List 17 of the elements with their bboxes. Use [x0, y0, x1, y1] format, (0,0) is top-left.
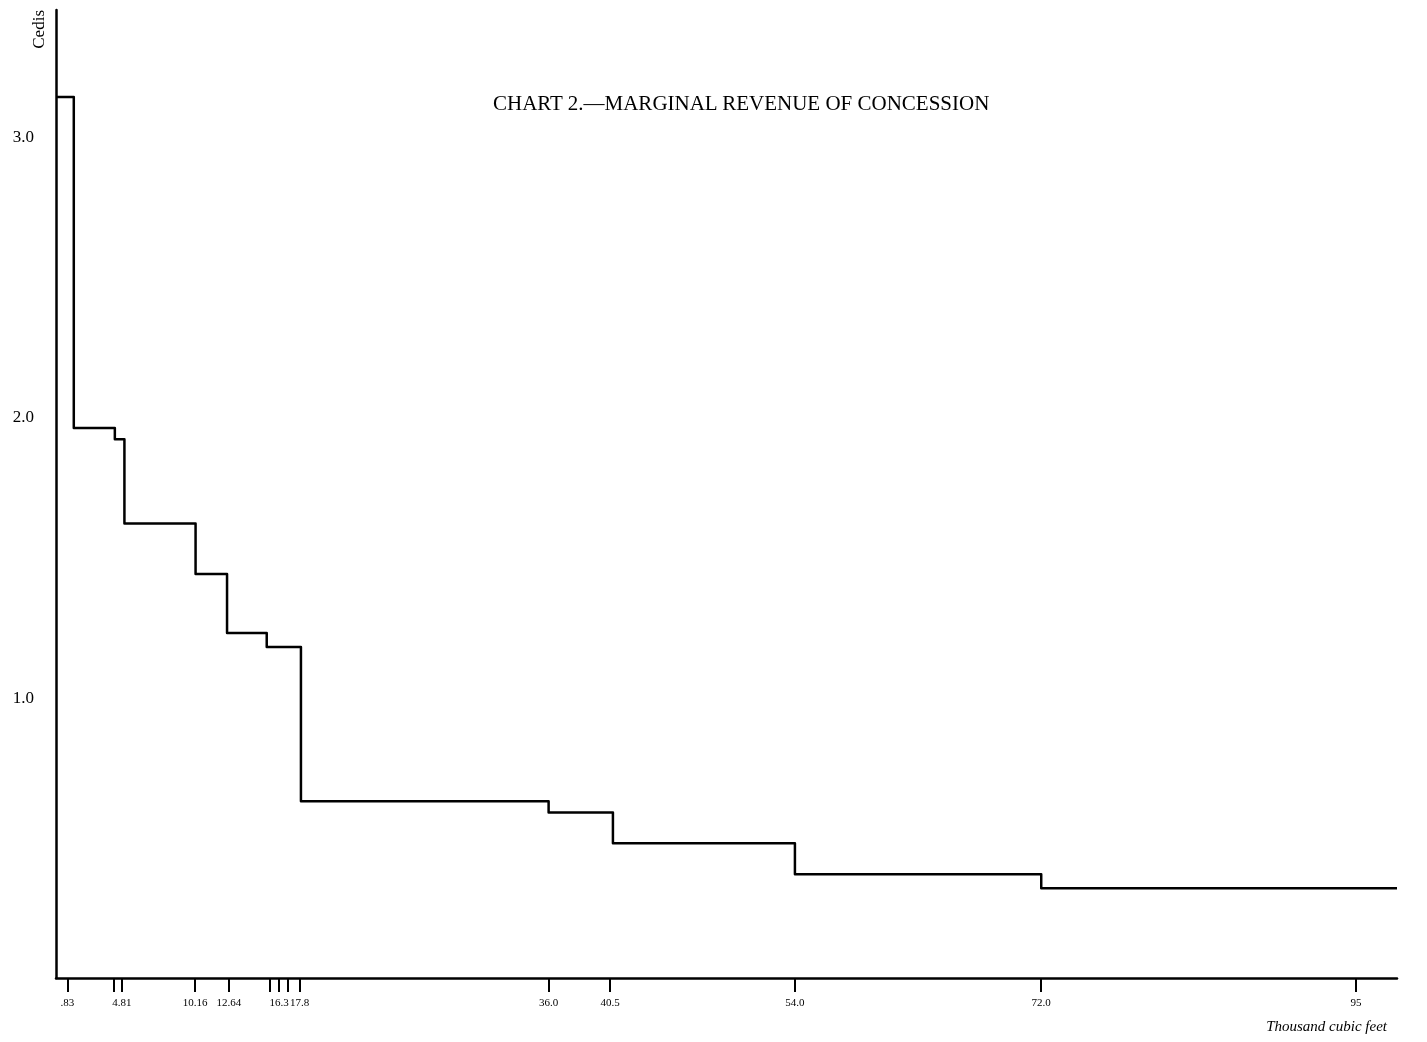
- x-axis-title: Thousand cubic feet: [1266, 1017, 1388, 1034]
- y-tick-label: 2.0: [12, 407, 34, 427]
- x-tick-label: 40.5: [600, 995, 621, 1008]
- y-axis-title: Cedis: [29, 9, 48, 49]
- x-tick-label: 72.0: [1031, 995, 1052, 1008]
- text: CHART 2.—MARGINAL REVENUE OF CONCESSION: [493, 90, 990, 115]
- x-tick-label: 4.81: [112, 995, 132, 1008]
- x-tick-label: .83: [60, 995, 75, 1008]
- x-tick-label: 10.16: [182, 995, 208, 1008]
- x-tick-label: 17.8: [289, 995, 310, 1008]
- x-tick-label: 12.64: [216, 995, 242, 1008]
- x-tick-label: 16.3: [269, 995, 290, 1008]
- y-tick-label: 1.0: [12, 687, 34, 707]
- x-tick-label: 95: [1350, 995, 1362, 1008]
- y-tick-label: 3.0: [12, 126, 34, 146]
- x-tick-label: 36.0: [538, 995, 559, 1008]
- x-tick-label: 54.0: [785, 995, 806, 1008]
